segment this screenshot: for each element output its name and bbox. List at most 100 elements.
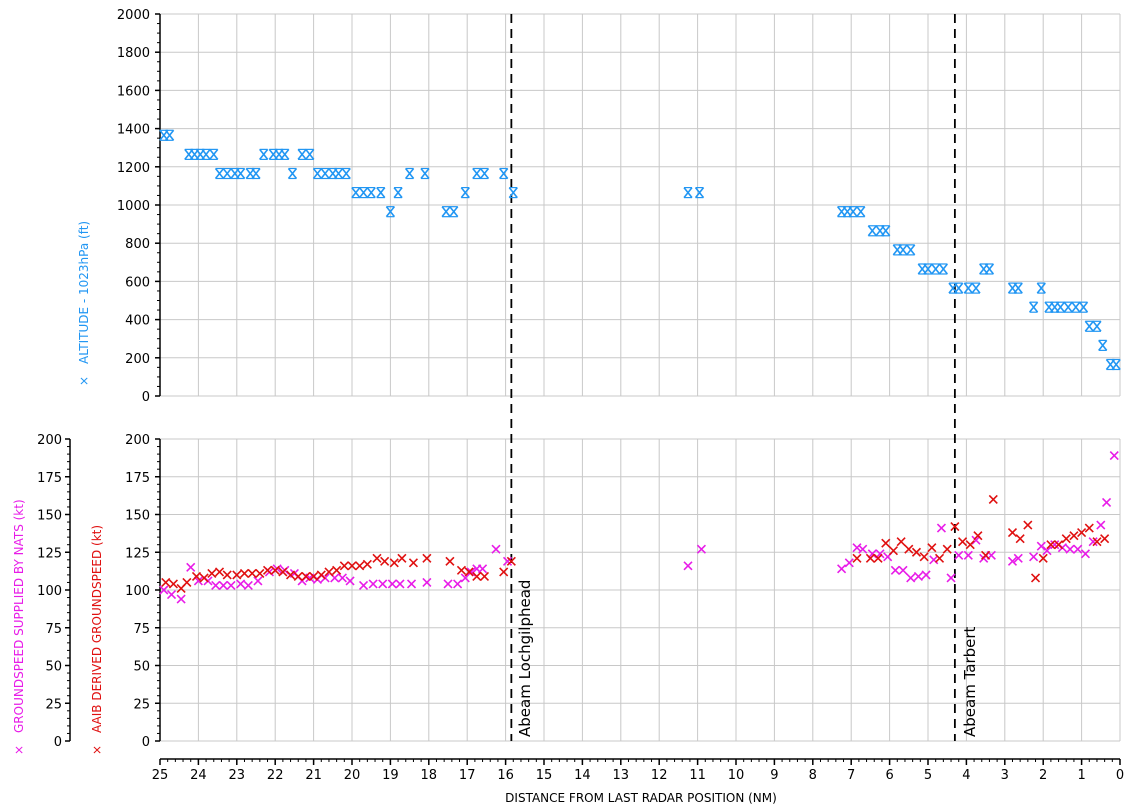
nats-point (491, 544, 501, 554)
nats-point (395, 579, 405, 589)
x-tick-label: 7 (847, 768, 855, 783)
altitude-point (499, 167, 509, 180)
nats-point (696, 544, 707, 554)
altitude-point (222, 167, 232, 180)
aaib-point (506, 556, 516, 566)
nats-point (1029, 552, 1039, 562)
top-y-axis: 0 200 400 600 800 1000 1200 1400 1600 1800 2000 (117, 8, 161, 405)
aaib-y-tick-label: 100 (125, 584, 150, 599)
aaib-point (456, 565, 467, 575)
aaib-point (927, 543, 937, 553)
x-tick-label: 4 (962, 768, 970, 783)
aaib-point (950, 522, 960, 532)
nats-y-tick-label: 200 (37, 433, 62, 448)
aaib-point (355, 561, 365, 571)
aaib-point (408, 558, 419, 568)
aaib-point (255, 568, 265, 578)
aaib-y-tick-label: 125 (125, 546, 150, 561)
aaib-axis-label: AAIB DERIVED GROUNDSPEED (kt) (90, 525, 104, 733)
altitude-point (906, 244, 916, 256)
top-y-tick-label: 1800 (117, 46, 150, 61)
aaib-point (965, 540, 975, 550)
nats-point (852, 543, 862, 553)
nats-point (176, 594, 186, 604)
altitude-point (694, 186, 705, 199)
nats-point (921, 570, 931, 580)
nats-point (1036, 541, 1046, 551)
top-y-tick-label: 400 (125, 314, 150, 329)
altitude-point (376, 186, 386, 199)
x-tick-label: 17 (459, 768, 476, 783)
nats-point (378, 579, 388, 589)
x-tick-label: 21 (305, 768, 322, 783)
nats-point (1073, 544, 1083, 554)
nats-point (936, 523, 947, 533)
altitude-marker-key: × (77, 376, 91, 386)
nats-point (243, 580, 253, 591)
aaib-point (1023, 520, 1033, 530)
aaib-point (380, 556, 390, 566)
nats-y-tick-label: 175 (37, 471, 62, 486)
aaib-point (207, 568, 217, 578)
nats-point (466, 567, 476, 577)
altitude-point (312, 167, 323, 180)
nats-point (913, 571, 923, 581)
aaib-point (1100, 534, 1110, 544)
aaib-marker-key: × (90, 745, 104, 755)
nats-point (453, 579, 463, 589)
altitude-point (971, 282, 981, 294)
nats-point (1042, 546, 1052, 556)
nats-y-tick-label: 50 (45, 660, 62, 675)
aaib-point (232, 570, 242, 580)
top-y-axis-title: × ALTITUDE - 1023hPa (ft) (77, 221, 91, 386)
aaib-point (270, 565, 280, 575)
annotation-label-tarbert: Abeam Tarbert (961, 626, 979, 737)
aaib-y-tick-label: 50 (133, 660, 150, 675)
nats-point (406, 579, 417, 589)
top-y-tick-label: 600 (125, 275, 150, 290)
nats-point (1101, 497, 1112, 507)
aaib-point (1007, 528, 1018, 538)
altitude-point (251, 167, 261, 180)
aaib-point (988, 494, 998, 504)
nats-point (906, 573, 916, 583)
altitude-point (164, 129, 175, 141)
top-y-tick-label: 0 (142, 390, 150, 405)
nats-point (211, 580, 221, 591)
altitude-point (341, 167, 351, 180)
nats-groundspeed-series (159, 451, 1119, 604)
altitude-point (508, 186, 518, 199)
aaib-point (239, 568, 250, 578)
altitude-point (856, 206, 866, 218)
x-tick-label: 20 (344, 768, 361, 783)
aaib-point (1046, 540, 1056, 550)
aaib-point (316, 570, 326, 580)
aaib-point (293, 571, 303, 581)
svg-text:Abeam Tarbert: Abeam Tarbert (961, 626, 979, 737)
aaib-point (1030, 573, 1041, 583)
aaib-y-tick-label: 75 (133, 622, 150, 637)
top-y-tick-label: 1000 (117, 199, 150, 214)
aaib-point (1077, 528, 1087, 538)
aaib-point (214, 567, 225, 577)
nats-point (159, 585, 169, 595)
top-panel-grid (159, 13, 1121, 397)
altitude-point (297, 148, 307, 160)
altitude-point (280, 148, 290, 160)
altitude-point (1071, 301, 1081, 313)
x-tick-label: 0 (1116, 768, 1124, 783)
nats-point (253, 576, 263, 586)
altitude-point (479, 167, 490, 180)
aaib-point (464, 567, 474, 577)
aaib-point (191, 571, 202, 581)
aaib-point (865, 553, 875, 563)
altitude-point (441, 206, 451, 218)
x-tick-label: 15 (536, 768, 553, 783)
aaib-point (247, 568, 257, 578)
aaib-point (347, 561, 357, 571)
nats-point (422, 577, 432, 588)
x-tick-label: 13 (613, 768, 630, 783)
x-tick-label: 3 (1001, 768, 1009, 783)
aaib-y-tick-label: 0 (142, 735, 150, 750)
x-tick-label: 10 (728, 768, 745, 783)
